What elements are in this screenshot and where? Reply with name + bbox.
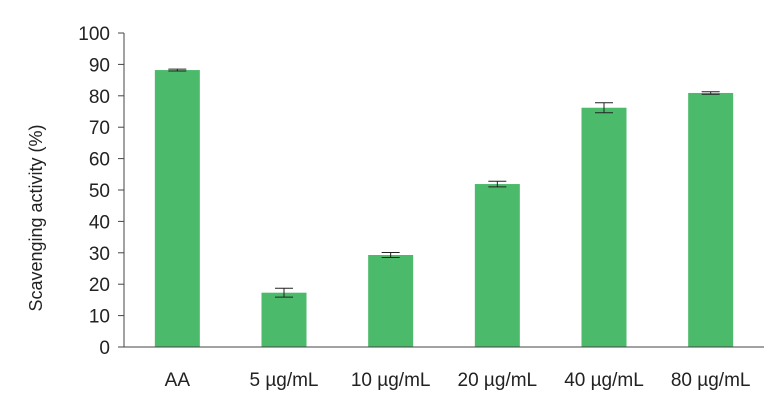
error-bar [488,180,507,188]
x-tick-label: 80 µg/mL [671,370,751,391]
error-bar [595,102,613,114]
x-tick-label: 10 µg/mL [351,370,431,391]
y-tick-label: 30 [89,244,110,265]
bar [474,184,520,347]
x-tick-label: 20 µg/mL [458,370,538,391]
y-axis-label: Scavenging activity (%) [26,124,46,311]
y-tick-label: 50 [89,181,110,202]
y-axis: 0 10 20 30 40 50 60 70 80 90 100 [78,24,124,359]
bar [368,254,414,347]
x-tick-label: 5 µg/mL [249,370,318,391]
bar [581,107,627,348]
y-tick-label: 100 [78,24,110,45]
bar [688,92,734,347]
y-tick-label: 70 [89,118,110,139]
y-tick-label: 90 [89,55,110,76]
bar [154,70,200,347]
y-tick-label: 80 [89,87,110,108]
x-tick-label: 40 µg/mL [564,370,644,391]
x-axis: AA 5 µg/mL 10 µg/mL 20 µg/mL 40 µg/mL 80 µg/m… [165,370,751,391]
bars [154,70,734,348]
error-bar [701,91,720,95]
error-bar [381,251,400,259]
y-tick-label: 40 [89,212,110,233]
y-tick-label: 60 [89,150,110,171]
bar [261,292,307,347]
error-bar [168,68,187,72]
y-tick-label: 10 [89,307,110,328]
error-bars [168,68,720,298]
y-tick-label: 20 [89,275,110,296]
y-tick-label: 0 [99,338,110,359]
x-tick-label: AA [165,370,191,391]
error-bar [275,287,293,298]
